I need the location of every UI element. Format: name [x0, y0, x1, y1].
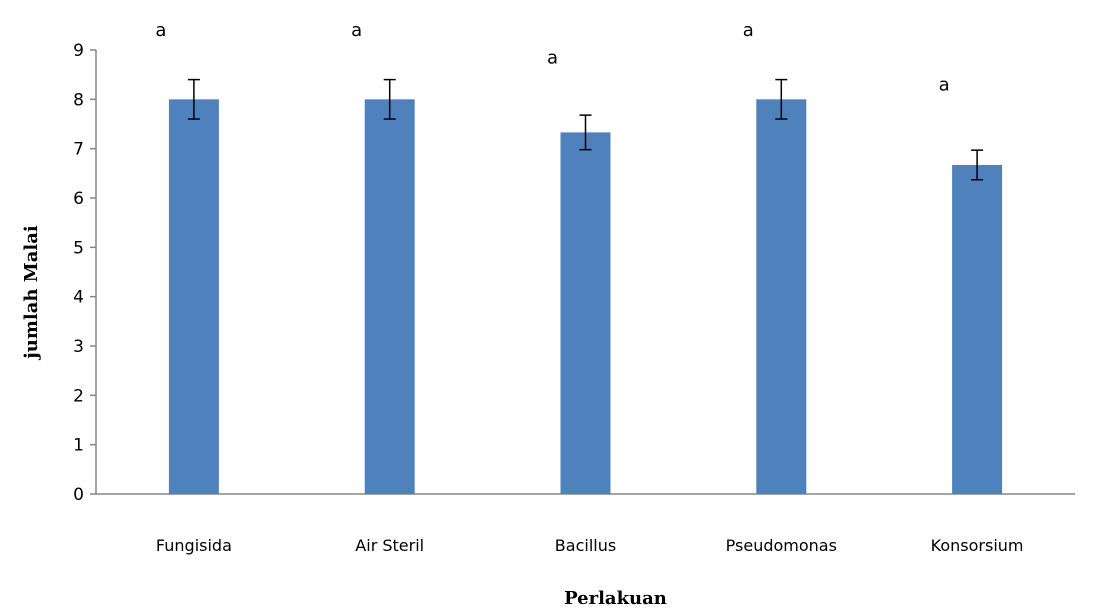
x-category-label: Fungisida — [156, 536, 232, 555]
y-tick-label: 2 — [73, 386, 84, 406]
x-category-label: Pseudomonas — [726, 536, 837, 555]
bar — [168, 99, 219, 494]
y-tick-label: 3 — [73, 337, 84, 357]
y-tick-label: 9 — [73, 41, 84, 61]
y-tick-label: 4 — [73, 288, 84, 308]
y-tick-label: 7 — [73, 140, 84, 160]
y-tick-label: 8 — [73, 90, 84, 110]
bars-group — [168, 99, 1003, 495]
y-tick-label: 5 — [73, 238, 84, 258]
error-bars-group — [187, 78, 984, 181]
significance-letter: a — [547, 47, 558, 68]
significance-letter: a — [939, 74, 950, 95]
y-axis-title: jumlah Malai — [21, 225, 42, 361]
significance-labels-group: a a a a a — [155, 20, 949, 95]
y-axis-ticks: 0 1 2 3 4 5 6 7 8 9 — [73, 41, 96, 505]
x-axis-title: Perlakuan — [564, 588, 667, 609]
bar — [364, 99, 415, 494]
bar — [560, 132, 611, 495]
x-axis-category-labels: Fungisida Air Steril Bacillus Pseudomonas Ko… — [156, 536, 1024, 555]
significance-letter: a — [155, 20, 166, 41]
x-category-label: Air Steril — [355, 536, 424, 555]
significance-letter: a — [351, 20, 362, 41]
x-category-label: Konsorsium — [931, 536, 1024, 555]
y-tick-label: 0 — [73, 485, 84, 505]
x-category-label: Bacillus — [555, 536, 616, 555]
bar — [756, 99, 807, 494]
bar — [952, 164, 1003, 495]
significance-letter: a — [743, 20, 754, 41]
y-tick-label: 6 — [73, 189, 84, 209]
y-tick-label: 1 — [73, 436, 84, 456]
